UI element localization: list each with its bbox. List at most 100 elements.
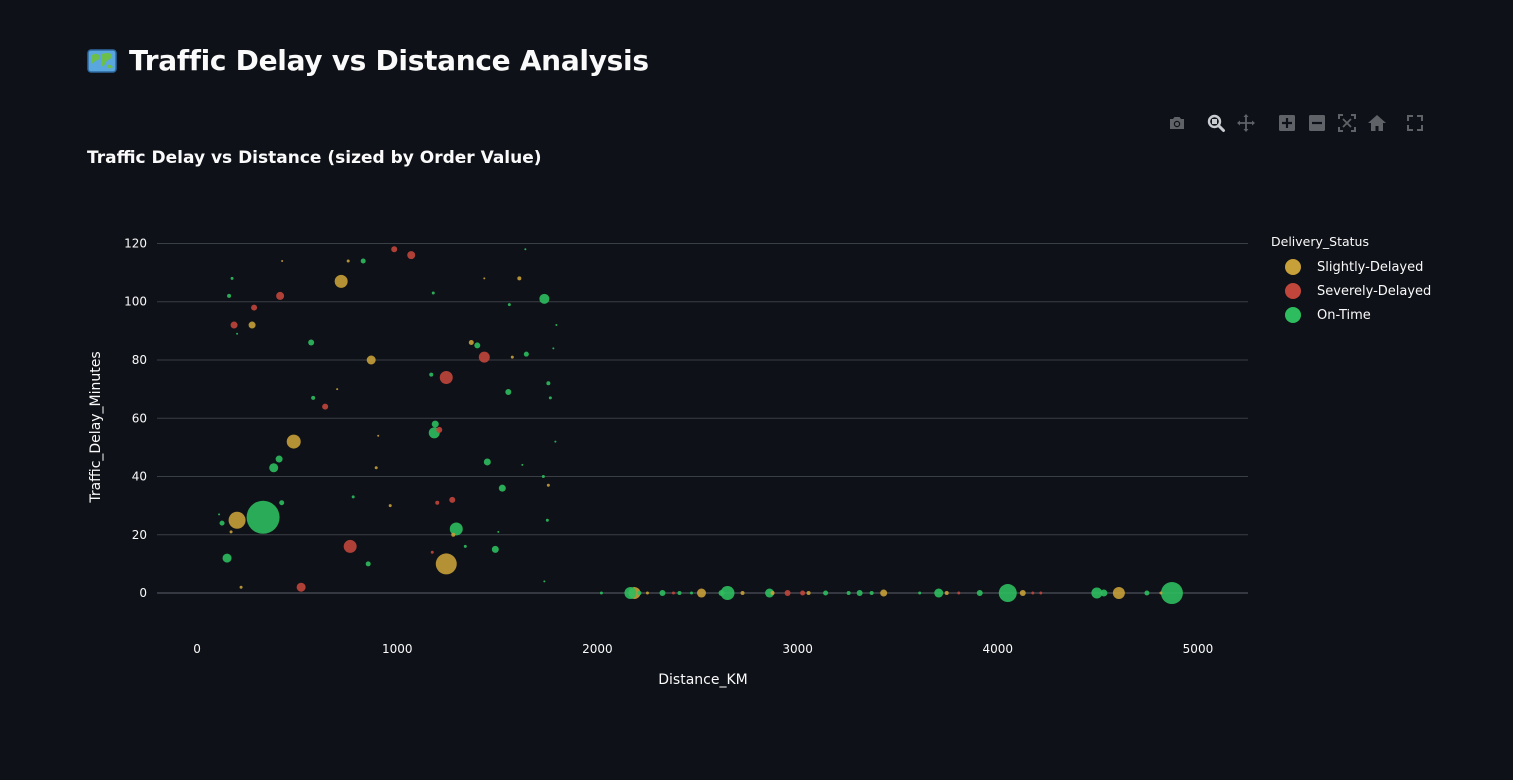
data-point-slightly-delayed[interactable] (510, 355, 514, 359)
data-point-on-time[interactable] (637, 591, 642, 596)
camera-icon[interactable] (1166, 112, 1188, 134)
legend-item-on-time[interactable]: On-Time (1271, 303, 1431, 327)
data-point-on-time[interactable] (365, 561, 371, 567)
data-point-on-time[interactable] (1091, 587, 1103, 599)
data-point-slightly-delayed[interactable] (334, 274, 348, 288)
data-point-on-time[interactable] (554, 440, 557, 443)
data-point-slightly-delayed[interactable] (239, 585, 243, 589)
zoom-icon[interactable] (1205, 112, 1227, 134)
data-point-on-time[interactable] (546, 381, 551, 386)
data-point-slightly-delayed[interactable] (468, 340, 474, 346)
data-point-on-time[interactable] (230, 276, 234, 280)
data-point-on-time[interactable] (431, 420, 439, 428)
data-point-on-time[interactable] (869, 591, 874, 596)
data-point-on-time[interactable] (856, 590, 863, 597)
data-point-slightly-delayed[interactable] (346, 259, 350, 263)
data-point-severely-delayed[interactable] (230, 321, 238, 329)
legend-item-severely-delayed[interactable]: Severely-Delayed (1271, 279, 1431, 303)
data-point-on-time[interactable] (218, 513, 221, 516)
data-point-on-time[interactable] (1100, 589, 1108, 597)
data-point-slightly-delayed[interactable] (451, 532, 456, 537)
data-point-severely-delayed[interactable] (957, 591, 961, 595)
data-point-severely-delayed[interactable] (322, 403, 329, 410)
data-point-slightly-delayed[interactable] (435, 553, 457, 575)
data-point-on-time[interactable] (236, 332, 239, 335)
data-point-on-time[interactable] (431, 291, 435, 295)
data-point-severely-delayed[interactable] (449, 496, 456, 503)
data-point-on-time[interactable] (1160, 582, 1183, 605)
reset-axes-icon[interactable] (1366, 112, 1388, 134)
data-point-on-time[interactable] (246, 500, 280, 534)
data-point-on-time[interactable] (718, 590, 725, 597)
data-point-slightly-delayed[interactable] (1112, 587, 1125, 600)
data-point-severely-delayed[interactable] (430, 550, 434, 554)
data-point-on-time[interactable] (539, 293, 550, 304)
data-point-slightly-delayed[interactable] (388, 504, 392, 508)
data-point-on-time[interactable] (524, 248, 527, 251)
data-point-on-time[interactable] (552, 347, 555, 350)
data-point-on-time[interactable] (463, 544, 467, 548)
data-point-on-time[interactable] (351, 495, 355, 499)
data-point-on-time[interactable] (360, 258, 366, 264)
data-point-on-time[interactable] (222, 553, 232, 563)
data-point-on-time[interactable] (523, 351, 529, 357)
data-point-on-time[interactable] (543, 580, 546, 583)
data-point-slightly-delayed[interactable] (483, 277, 486, 280)
fullscreen-icon[interactable] (1404, 112, 1426, 134)
data-point-slightly-delayed[interactable] (286, 434, 301, 449)
data-point-slightly-delayed[interactable] (1159, 591, 1163, 595)
data-point-severely-delayed[interactable] (478, 351, 490, 363)
data-point-on-time[interactable] (497, 530, 500, 533)
zoom-out-icon[interactable] (1306, 112, 1328, 134)
data-point-slightly-delayed[interactable] (1019, 590, 1026, 597)
data-point-on-time[interactable] (659, 590, 666, 597)
data-point-on-time[interactable] (491, 545, 499, 553)
data-point-on-time[interactable] (689, 591, 693, 595)
data-point-on-time[interactable] (227, 293, 232, 298)
data-point-slightly-delayed[interactable] (229, 530, 233, 534)
data-point-severely-delayed[interactable] (276, 291, 285, 300)
data-point-severely-delayed[interactable] (1031, 591, 1035, 595)
data-point-on-time[interactable] (483, 458, 491, 466)
data-point-on-time[interactable] (918, 591, 922, 595)
data-point-on-time[interactable] (823, 590, 829, 596)
data-point-on-time[interactable] (624, 587, 637, 600)
data-point-severely-delayed[interactable] (784, 590, 791, 597)
data-point-on-time[interactable] (976, 590, 983, 597)
data-point-slightly-delayed[interactable] (696, 588, 706, 598)
data-point-on-time[interactable] (275, 455, 283, 463)
pan-icon[interactable] (1235, 112, 1257, 134)
data-point-slightly-delayed[interactable] (880, 589, 888, 597)
data-point-on-time[interactable] (449, 522, 463, 536)
data-point-slightly-delayed[interactable] (806, 591, 811, 596)
data-point-severely-delayed[interactable] (391, 246, 398, 253)
data-point-slightly-delayed[interactable] (944, 591, 949, 596)
data-point-on-time[interactable] (545, 518, 549, 522)
data-point-on-time[interactable] (219, 520, 225, 526)
data-point-slightly-delayed[interactable] (336, 388, 339, 391)
data-point-on-time[interactable] (765, 588, 775, 598)
data-point-on-time[interactable] (521, 463, 524, 466)
data-point-slightly-delayed[interactable] (248, 321, 256, 329)
data-point-on-time[interactable] (720, 586, 735, 601)
legend-item-slightly-delayed[interactable]: Slightly-Delayed (1271, 255, 1431, 279)
data-point-slightly-delayed[interactable] (546, 483, 550, 487)
data-point-severely-delayed[interactable] (439, 370, 453, 384)
data-point-slightly-delayed[interactable] (366, 355, 376, 365)
data-point-severely-delayed[interactable] (407, 251, 416, 260)
data-point-on-time[interactable] (498, 484, 506, 492)
data-point-on-time[interactable] (1144, 590, 1150, 596)
data-point-on-time[interactable] (934, 588, 944, 598)
data-point-severely-delayed[interactable] (1039, 591, 1043, 595)
data-point-on-time[interactable] (308, 339, 315, 346)
data-point-on-time[interactable] (555, 324, 558, 327)
data-point-on-time[interactable] (846, 591, 851, 596)
data-point-on-time[interactable] (279, 500, 285, 506)
data-point-severely-delayed[interactable] (436, 426, 443, 433)
data-point-on-time[interactable] (548, 396, 552, 400)
data-point-on-time[interactable] (541, 475, 545, 479)
data-point-severely-delayed[interactable] (435, 500, 440, 505)
data-point-on-time[interactable] (429, 372, 434, 377)
data-point-slightly-delayed[interactable] (645, 591, 649, 595)
data-point-slightly-delayed[interactable] (740, 591, 745, 596)
